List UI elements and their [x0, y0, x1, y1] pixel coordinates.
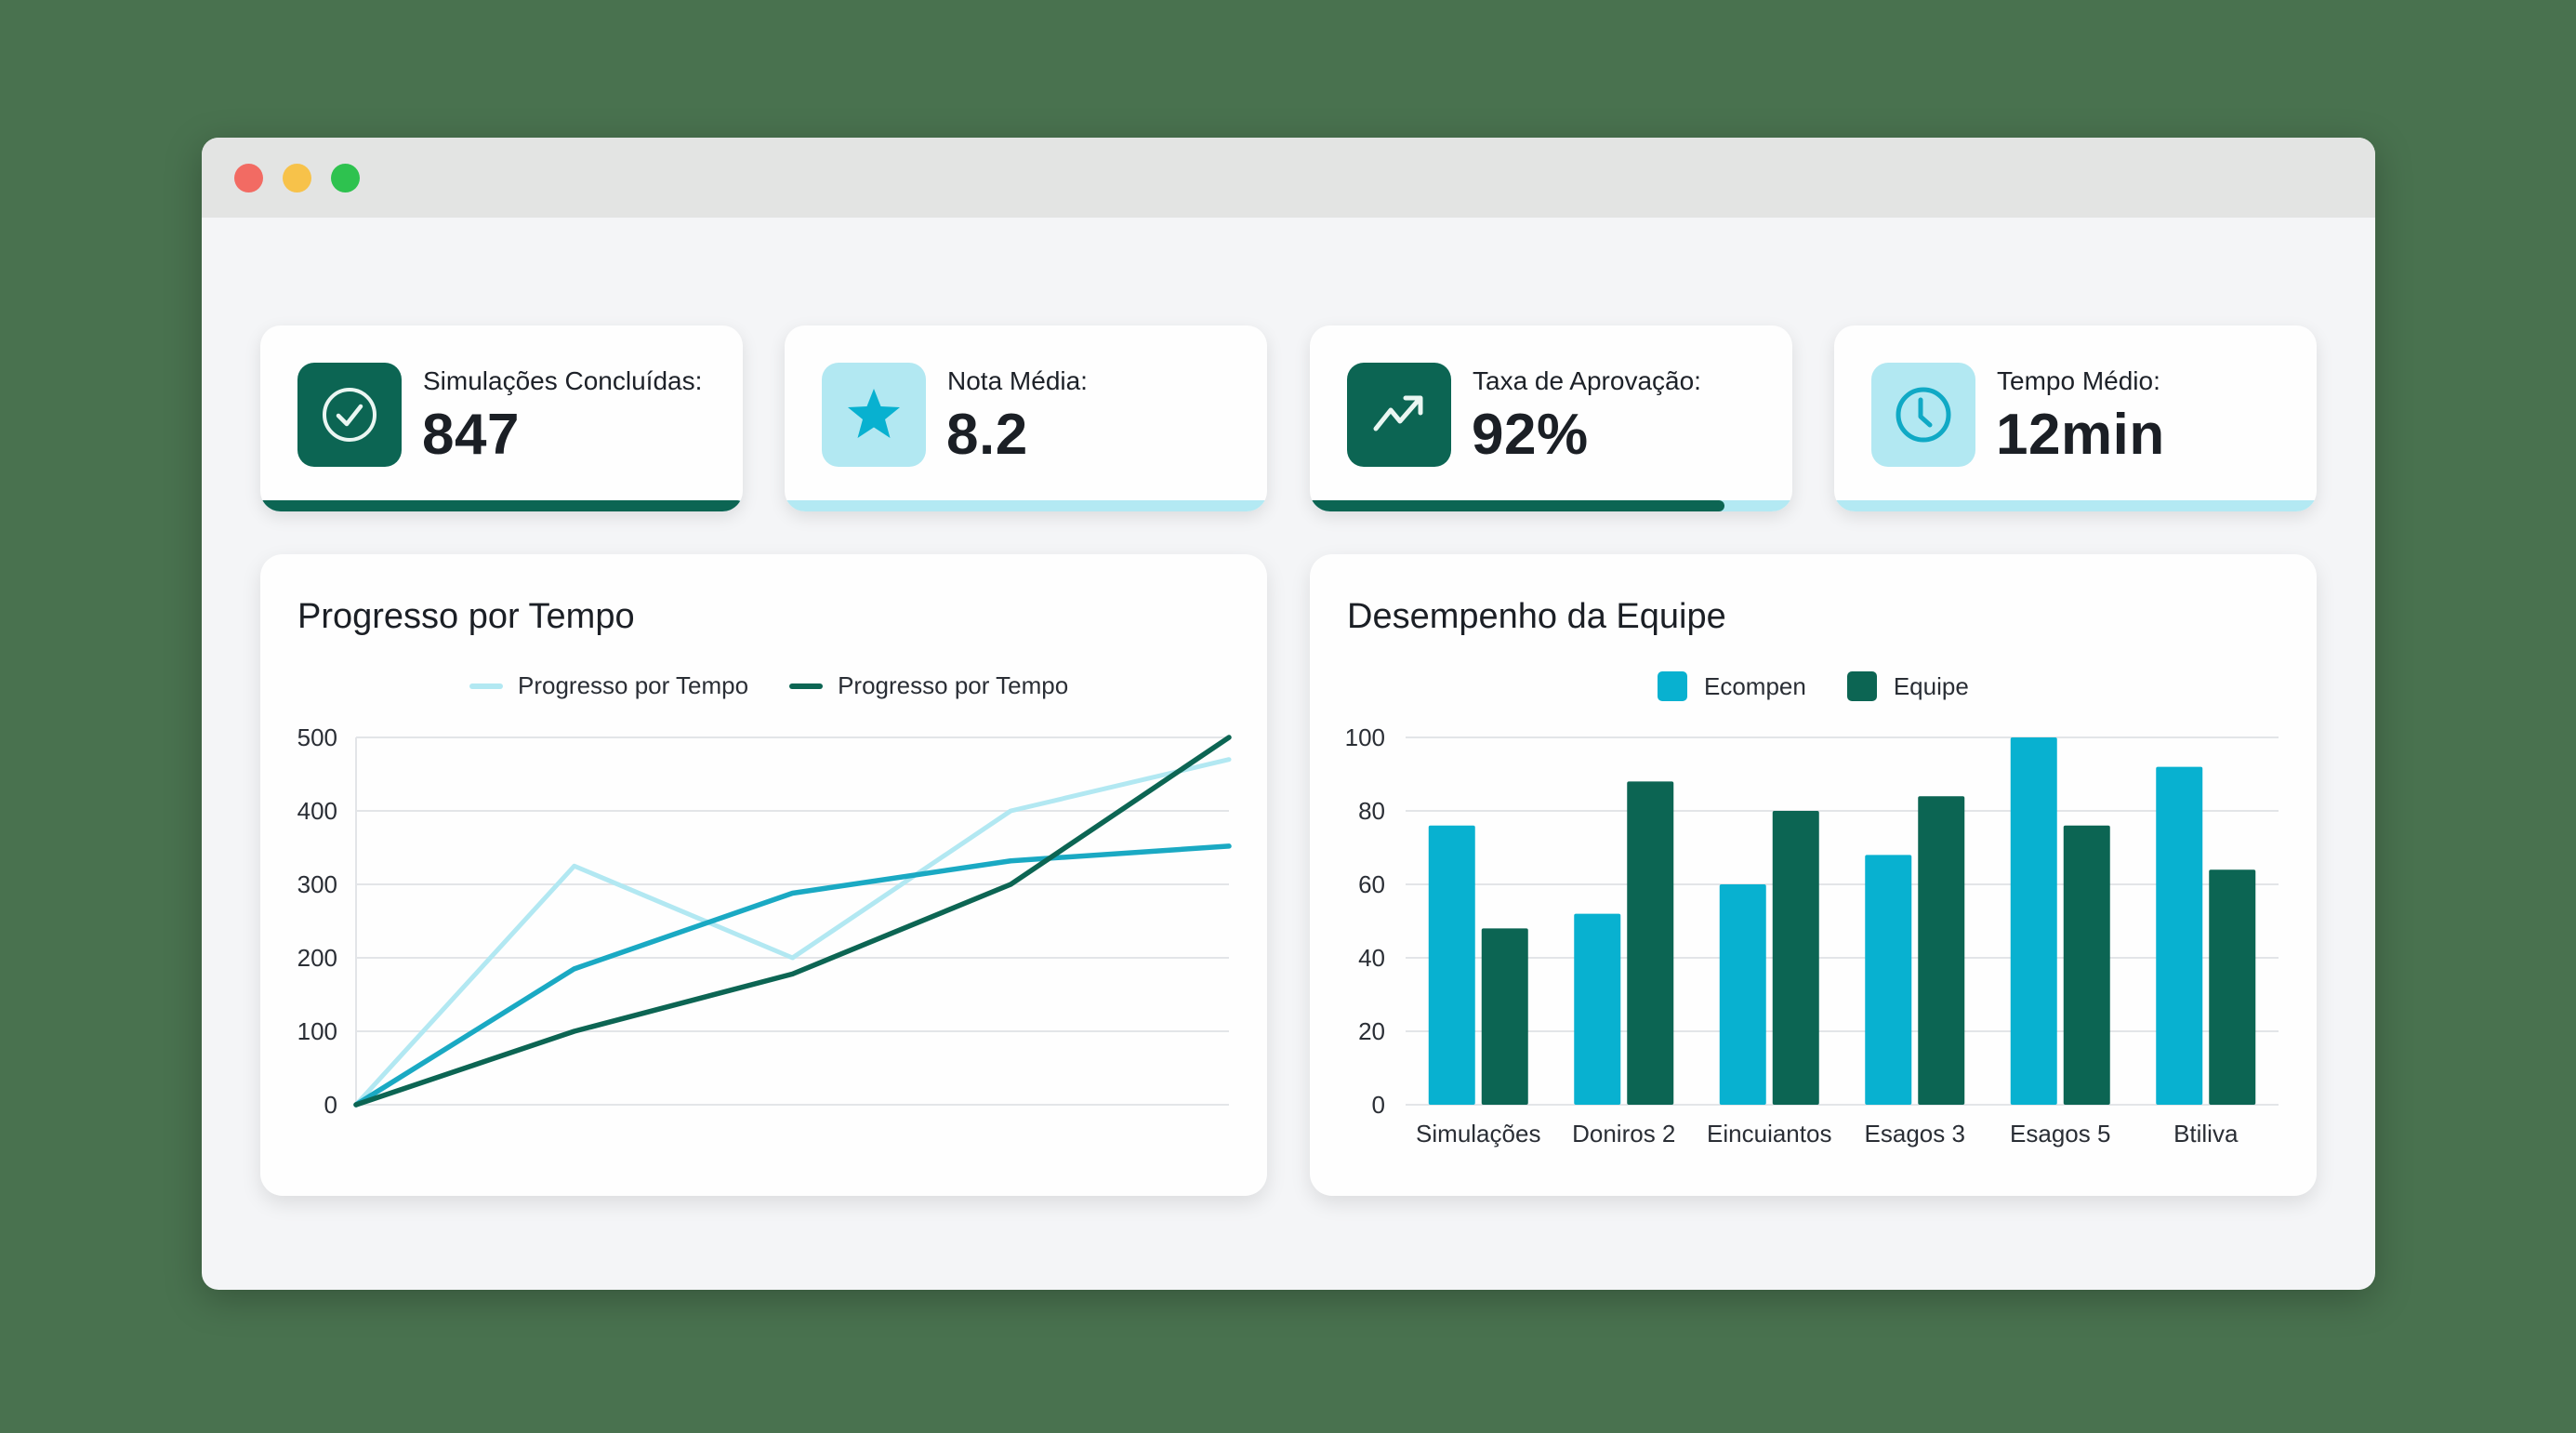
y-tick-label: 40 — [1358, 944, 1385, 972]
bar — [2010, 737, 2057, 1105]
x-tick-label: Doniros 2 — [1572, 1120, 1675, 1148]
x-tick-label: Esagos 3 — [1865, 1120, 1965, 1148]
bar — [2156, 766, 2203, 1105]
stat-progress-bar — [785, 500, 1267, 511]
legend-label: Ecompen — [1704, 671, 1806, 700]
legend-item: Progresso por Tempo — [469, 671, 748, 700]
y-tick-label: 300 — [297, 870, 337, 898]
line-series — [353, 735, 1232, 1108]
bar-chart-card: Desempenho da Equipe Ecompen Equipe 0 20 4… — [1310, 554, 2317, 1196]
y-tick-label: 100 — [297, 1017, 337, 1045]
y-tick-label: 200 — [297, 944, 337, 972]
legend-item: Ecompen — [1658, 671, 1806, 701]
check-circle-icon — [297, 363, 402, 467]
legend-swatch — [469, 683, 503, 689]
stat-value: 847 — [422, 403, 520, 467]
browser-window: Simulações Concluídas: 847 Nota Média: 8… — [202, 138, 2375, 1290]
close-window-button[interactable] — [234, 164, 263, 192]
y-tick-label: 0 — [1372, 1091, 1385, 1119]
line-series — [353, 843, 1232, 1108]
bar — [1865, 855, 1912, 1105]
line-chart-card: Progresso por Tempo Progresso por Tempo … — [260, 554, 1267, 1196]
window-titlebar — [202, 138, 2375, 218]
y-tick-label: 0 — [324, 1091, 337, 1119]
chart-title: Progresso por Tempo — [297, 597, 635, 636]
legend-item: Equipe — [1846, 671, 1969, 701]
stat-card-simulations: Simulações Concluídas: 847 — [260, 325, 743, 511]
legend-label: Equipe — [1893, 671, 1969, 700]
bar — [2209, 869, 2256, 1105]
stat-card-average-time: Tempo Médio: 12min — [1834, 325, 2317, 511]
trending-up-icon — [1347, 363, 1451, 467]
y-tick-label: 60 — [1358, 870, 1385, 898]
y-tick-label: 400 — [297, 797, 337, 825]
clock-icon — [1871, 363, 1975, 467]
bar — [1719, 884, 1766, 1105]
bar — [1481, 928, 1528, 1105]
bar — [1428, 825, 1475, 1105]
line-chart-plot: 0 100 200 300 400 500 — [297, 723, 1232, 1119]
y-tick-label: 100 — [1345, 723, 1385, 751]
x-tick-label: Eincuiantos — [1707, 1120, 1831, 1148]
stat-label: Taxa de Aprovação: — [1473, 366, 1701, 395]
minimize-window-button[interactable] — [283, 164, 311, 192]
stat-label: Simulações Concluídas: — [423, 366, 703, 395]
stat-value: 92% — [1472, 403, 1589, 467]
stat-progress-bar — [1834, 500, 2317, 511]
stat-label: Tempo Médio: — [1997, 366, 2160, 395]
legend-swatch — [1658, 671, 1687, 701]
y-tick-label: 500 — [297, 723, 337, 751]
chart-title: Desempenho da Equipe — [1347, 597, 1726, 636]
stat-progress-bar — [1310, 500, 1792, 511]
bar — [1627, 781, 1674, 1105]
bar — [1918, 796, 1965, 1105]
bar — [2063, 825, 2110, 1105]
legend-item: Progresso por Tempo — [789, 671, 1068, 700]
stat-progress-bar — [260, 500, 743, 511]
x-tick-label: Simulações — [1416, 1120, 1540, 1148]
bar-chart-plot: 0 20 40 60 80 100 Simulações Doniros 2 Eincuiant… — [1345, 723, 2279, 1148]
stat-card-average-grade: Nota Média: 8.2 — [785, 325, 1267, 511]
y-tick-label: 80 — [1358, 797, 1385, 825]
bar — [1772, 811, 1819, 1105]
x-tick-label: Esagos 5 — [2010, 1120, 2110, 1148]
bar — [1574, 913, 1621, 1105]
stat-value: 12min — [1996, 403, 2165, 467]
line-series — [353, 757, 1232, 1108]
chart-legend: Progresso por Tempo Progresso por Tempo — [469, 671, 1109, 700]
legend-swatch — [789, 683, 824, 689]
x-tick-label: Btiliva — [2173, 1120, 2239, 1148]
stat-label: Nota Média: — [947, 366, 1088, 395]
legend-label: Progresso por Tempo — [838, 671, 1069, 699]
maximize-window-button[interactable] — [331, 164, 360, 192]
stat-value: 8.2 — [946, 403, 1028, 467]
chart-legend: Ecompen Equipe — [1658, 671, 2010, 701]
stat-card-approval-rate: Taxa de Aprovação: 92% — [1310, 325, 1792, 511]
y-tick-label: 20 — [1358, 1017, 1385, 1045]
legend-label: Progresso por Tempo — [518, 671, 749, 699]
legend-swatch — [1846, 671, 1877, 701]
star-icon — [822, 363, 926, 467]
